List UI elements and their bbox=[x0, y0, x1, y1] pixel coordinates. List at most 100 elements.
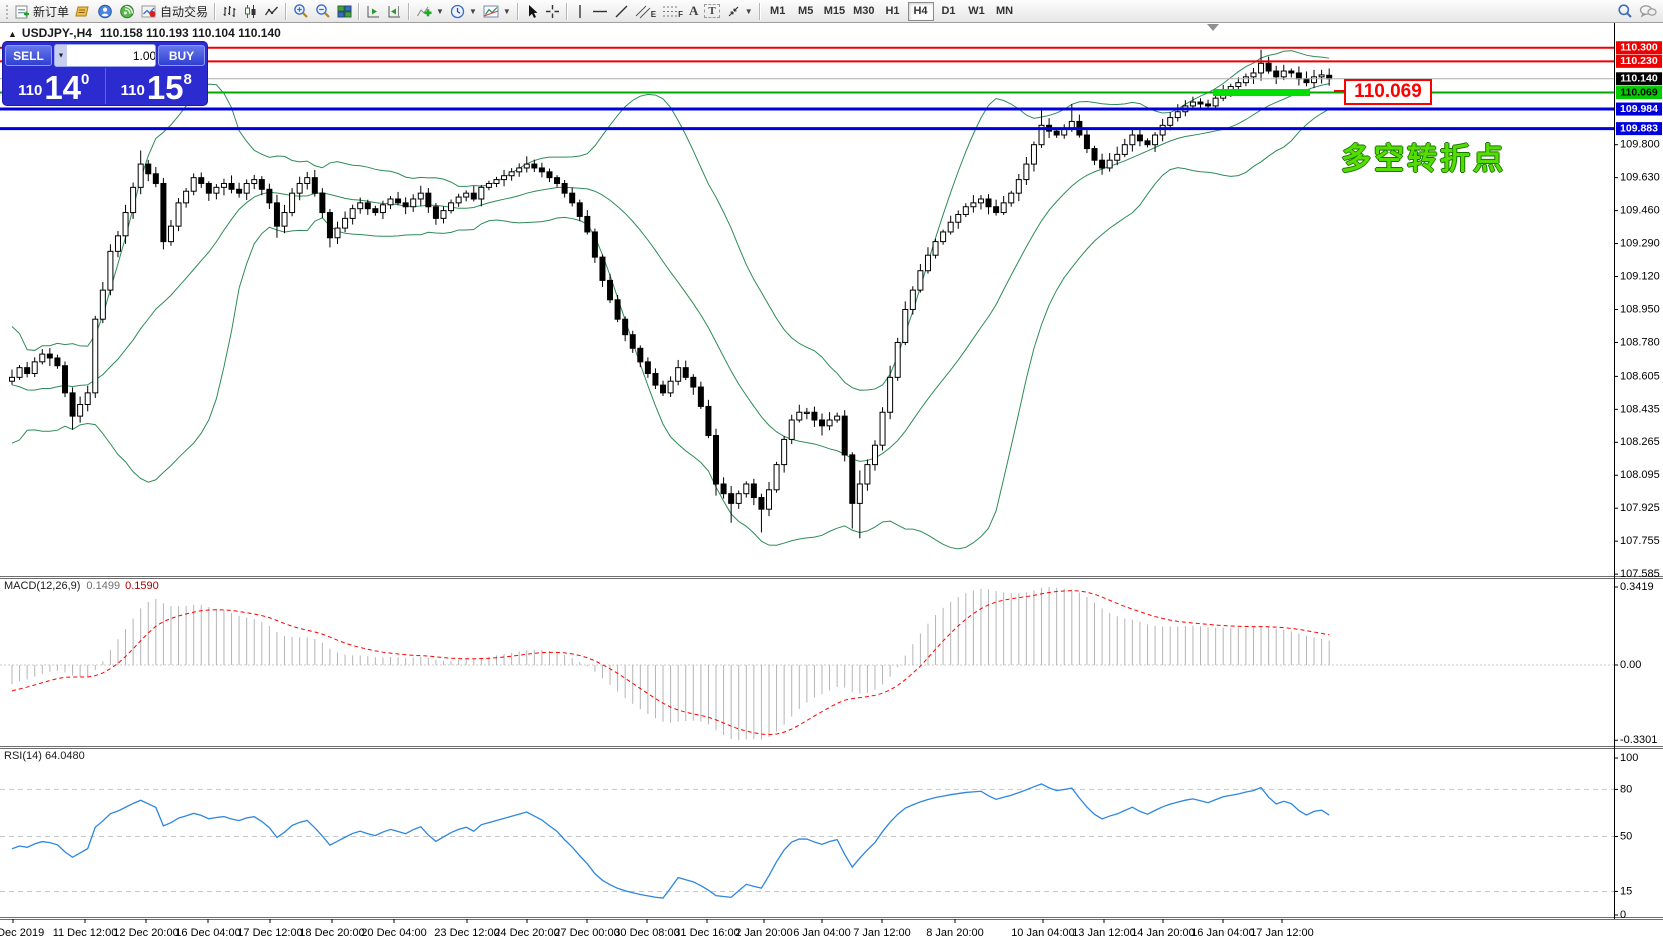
channel-letter: E bbox=[650, 10, 657, 19]
main-toolbar: 新订单 bbox=[0, 0, 1663, 23]
vertical-line-tool-button[interactable] bbox=[571, 1, 589, 21]
sell-price-sup: 0 bbox=[81, 71, 90, 88]
pivot-green-bar[interactable] bbox=[1213, 89, 1310, 97]
text-label-letter: T bbox=[704, 4, 720, 18]
autotrading-button[interactable]: 自动交易 bbox=[138, 1, 211, 21]
svg-text:109.460: 109.460 bbox=[1620, 205, 1660, 217]
sell-price-base: 110 bbox=[18, 82, 43, 99]
community-button[interactable] bbox=[94, 1, 116, 21]
cursor-tool-button[interactable] bbox=[522, 1, 542, 21]
volume-decrease-button[interactable]: ▼ bbox=[55, 45, 67, 66]
symbol-period-label: USDJPY-,H4 bbox=[21, 26, 92, 40]
svg-text:23 Dec 12:00: 23 Dec 12:00 bbox=[434, 927, 499, 939]
signals-button[interactable] bbox=[116, 1, 138, 21]
macd-signal-value: 0.1590 bbox=[125, 580, 159, 592]
zoom-out-button[interactable] bbox=[312, 1, 334, 21]
svg-text:100: 100 bbox=[1620, 752, 1638, 764]
dropdown-caret-icon: ▼ bbox=[436, 6, 444, 16]
sell-price-big: 14 bbox=[44, 68, 82, 106]
chart-shift-button[interactable] bbox=[384, 1, 405, 21]
timeframe-h4-button[interactable]: H4 bbox=[907, 1, 934, 21]
svg-text:30 Dec 08:00: 30 Dec 08:00 bbox=[614, 927, 679, 939]
tile-windows-button[interactable] bbox=[334, 1, 355, 21]
toolbar-grip[interactable] bbox=[5, 3, 10, 19]
text-tool-button[interactable]: A bbox=[686, 1, 701, 21]
vertical-line-icon bbox=[579, 4, 581, 18]
trendline-tool-button[interactable] bbox=[611, 1, 632, 21]
arrows-tool-button[interactable]: ▼ bbox=[723, 1, 756, 21]
search-icon bbox=[1618, 4, 1632, 18]
svg-text:31 Dec 16:00: 31 Dec 16:00 bbox=[674, 927, 739, 939]
svg-text:15: 15 bbox=[1620, 885, 1632, 897]
svg-text:109.290: 109.290 bbox=[1620, 237, 1660, 249]
svg-text:108.780: 108.780 bbox=[1620, 336, 1660, 348]
svg-text:109.630: 109.630 bbox=[1620, 172, 1660, 184]
svg-text:13 Jan 12:00: 13 Jan 12:00 bbox=[1072, 927, 1136, 939]
line-chart-button[interactable] bbox=[261, 1, 282, 21]
sell-price[interactable]: 110 14 0 bbox=[3, 68, 106, 104]
svg-text:0: 0 bbox=[1620, 909, 1626, 921]
new-order-button[interactable]: 新订单 bbox=[12, 1, 72, 21]
new-order-label: 新订单 bbox=[33, 4, 70, 19]
timeframe-m5-button[interactable]: M5 bbox=[793, 2, 819, 21]
horizontal-line-tool-button[interactable] bbox=[589, 1, 611, 21]
svg-text:110.230: 110.230 bbox=[1620, 55, 1658, 67]
templates-button[interactable]: ▼ bbox=[480, 1, 514, 21]
periods-button[interactable]: ▼ bbox=[447, 1, 480, 21]
crosshair-tool-button[interactable] bbox=[542, 1, 563, 21]
ohlc-values: 110.158 110.193 110.104 110.140 bbox=[99, 26, 281, 40]
pivot-annotation-text[interactable]: 多空转折点 bbox=[1341, 143, 1506, 176]
dropdown-caret-icon: ▼ bbox=[744, 6, 753, 16]
channel-tool-button[interactable]: E bbox=[632, 1, 659, 21]
price-axis[interactable]: 109.800 109.630 109.460 109.290 109.120 108.9… bbox=[1614, 41, 1662, 746]
text-tool-letter: A bbox=[689, 3, 699, 18]
add-indicator-icon bbox=[417, 6, 432, 16]
bar-chart-button[interactable] bbox=[219, 1, 240, 21]
macd-indicator bbox=[0, 587, 1614, 741]
svg-text:110.140: 110.140 bbox=[1620, 73, 1658, 85]
svg-text:18 Dec 20:00: 18 Dec 20:00 bbox=[299, 927, 364, 939]
volume-input[interactable] bbox=[67, 45, 155, 66]
fibonacci-tool-button[interactable]: F bbox=[659, 1, 686, 21]
metaeditor-button[interactable] bbox=[72, 1, 94, 21]
timeframe-m15-button[interactable]: M15 bbox=[821, 2, 848, 21]
candlestick-button[interactable] bbox=[240, 1, 261, 21]
chart-shift-icon bbox=[388, 5, 401, 17]
buy-button[interactable]: BUY bbox=[158, 45, 205, 66]
search-button[interactable] bbox=[1614, 1, 1636, 21]
timeframe-mn-button[interactable]: MN bbox=[992, 2, 1018, 21]
svg-text:50: 50 bbox=[1620, 830, 1632, 842]
channel-icon bbox=[635, 5, 651, 18]
zoom-out-icon bbox=[316, 4, 330, 18]
autotrading-label: 自动交易 bbox=[160, 4, 209, 19]
svg-text:27 Dec 00:00: 27 Dec 00:00 bbox=[554, 927, 619, 939]
toolbar-separator bbox=[358, 2, 361, 20]
timeframe-d1-button[interactable]: D1 bbox=[936, 2, 962, 21]
candlesticks[interactable] bbox=[9, 49, 1333, 539]
svg-text:109.984: 109.984 bbox=[1620, 103, 1658, 115]
timeframe-h1-button[interactable]: H1 bbox=[880, 2, 906, 21]
svg-text:0.00: 0.00 bbox=[1620, 659, 1641, 671]
chart-shift-marker[interactable] bbox=[1207, 24, 1219, 31]
timeframe-m1-button[interactable]: M1 bbox=[765, 2, 791, 21]
price-callout-label[interactable]: 110.069 bbox=[1344, 79, 1432, 105]
auto-scroll-button[interactable] bbox=[363, 1, 384, 21]
chat-icon bbox=[1639, 5, 1657, 18]
sell-button[interactable]: SELL bbox=[5, 45, 52, 66]
text-label-tool-button[interactable]: T bbox=[701, 1, 722, 21]
svg-text:107.925: 107.925 bbox=[1620, 502, 1660, 514]
rsi-indicator: 100 80 50 15 0 bbox=[0, 752, 1638, 921]
svg-text:6 Jan 04:00: 6 Jan 04:00 bbox=[793, 927, 851, 939]
svg-text:108.605: 108.605 bbox=[1620, 370, 1660, 382]
buy-price[interactable]: 110 15 8 bbox=[106, 68, 208, 104]
timeframe-w1-button[interactable]: W1 bbox=[964, 2, 990, 21]
timeframe-m30-button[interactable]: M30 bbox=[850, 2, 877, 21]
zoom-in-button[interactable] bbox=[290, 1, 312, 21]
svg-text:109.120: 109.120 bbox=[1620, 270, 1660, 282]
volume-spinner: ▼ ▲ bbox=[54, 44, 156, 67]
toolbar-separator bbox=[285, 2, 288, 20]
chat-button[interactable] bbox=[1636, 1, 1660, 21]
add-indicator-button[interactable]: ▼ bbox=[413, 1, 447, 21]
